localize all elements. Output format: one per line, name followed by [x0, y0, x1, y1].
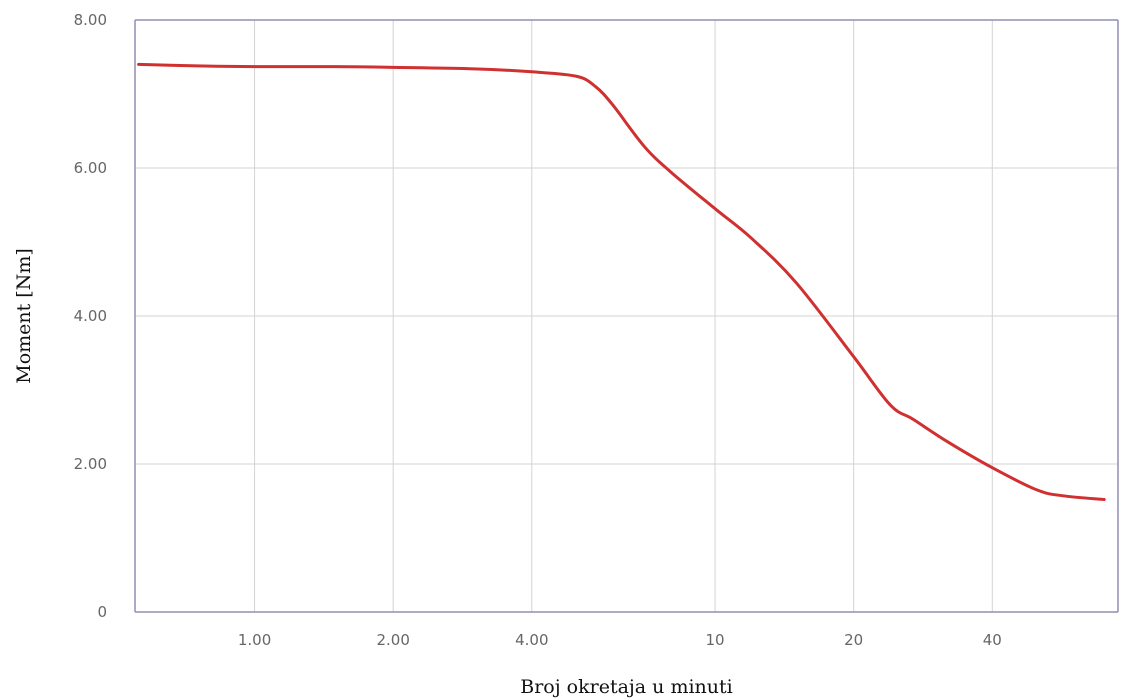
x-tick-label: 4.00 [515, 631, 548, 649]
series-layer [137, 62, 1106, 502]
y-tick-label: 8.00 [74, 11, 107, 29]
y-tick-label: 0 [97, 603, 107, 621]
series-line-0 [137, 62, 1106, 502]
y-tick-label: 6.00 [74, 159, 107, 177]
x-axis-title: Broj okretaja u minuti [520, 676, 732, 698]
x-tick-label: 10 [705, 631, 724, 649]
x-tick-label: 40 [983, 631, 1002, 649]
gridlines [135, 20, 1118, 612]
axes [134, 19, 1119, 613]
tick-labels: 0 2.00 4.00 6.00 8.00 1.00 2.00 4.00 10 20 40 [74, 11, 1002, 649]
y-tick-label: 4.00 [74, 307, 107, 325]
x-tick-label: 1.00 [238, 631, 271, 649]
y-tick-label: 2.00 [74, 455, 107, 473]
y-axis-title: Moment [Nm] [13, 248, 35, 384]
x-tick-label: 20 [844, 631, 863, 649]
x-tick-label: 2.00 [376, 631, 409, 649]
